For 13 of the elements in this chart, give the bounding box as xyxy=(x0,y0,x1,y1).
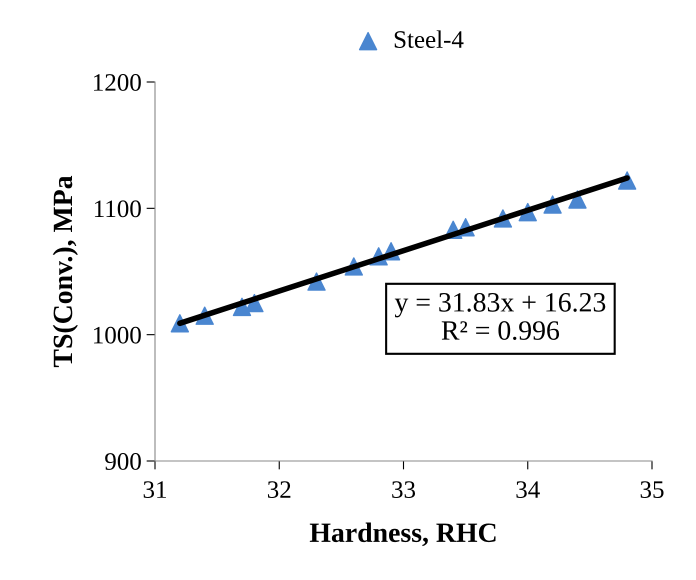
y-tick-label: 1000 xyxy=(94,326,141,344)
y-tick-label: 900 xyxy=(105,453,141,470)
y-axis-title: TS(Conv.), MPa xyxy=(52,176,78,368)
x-tick-label: 32 xyxy=(268,481,290,498)
y-tick-label: 1100 xyxy=(94,200,141,218)
x-axis-title: Hardness, RHC xyxy=(310,522,496,546)
x-tick-label: 34 xyxy=(516,481,540,498)
x-tick-label: 31 xyxy=(144,481,166,498)
legend-label: Steel-4 xyxy=(394,30,464,48)
x-tick-label: 33 xyxy=(392,481,416,498)
x-tick-label: 35 xyxy=(640,481,664,498)
annotation: y = 31.83x + 16.23 R² = 0.996 xyxy=(394,292,606,340)
y-tick-label: 1200 xyxy=(94,74,141,91)
